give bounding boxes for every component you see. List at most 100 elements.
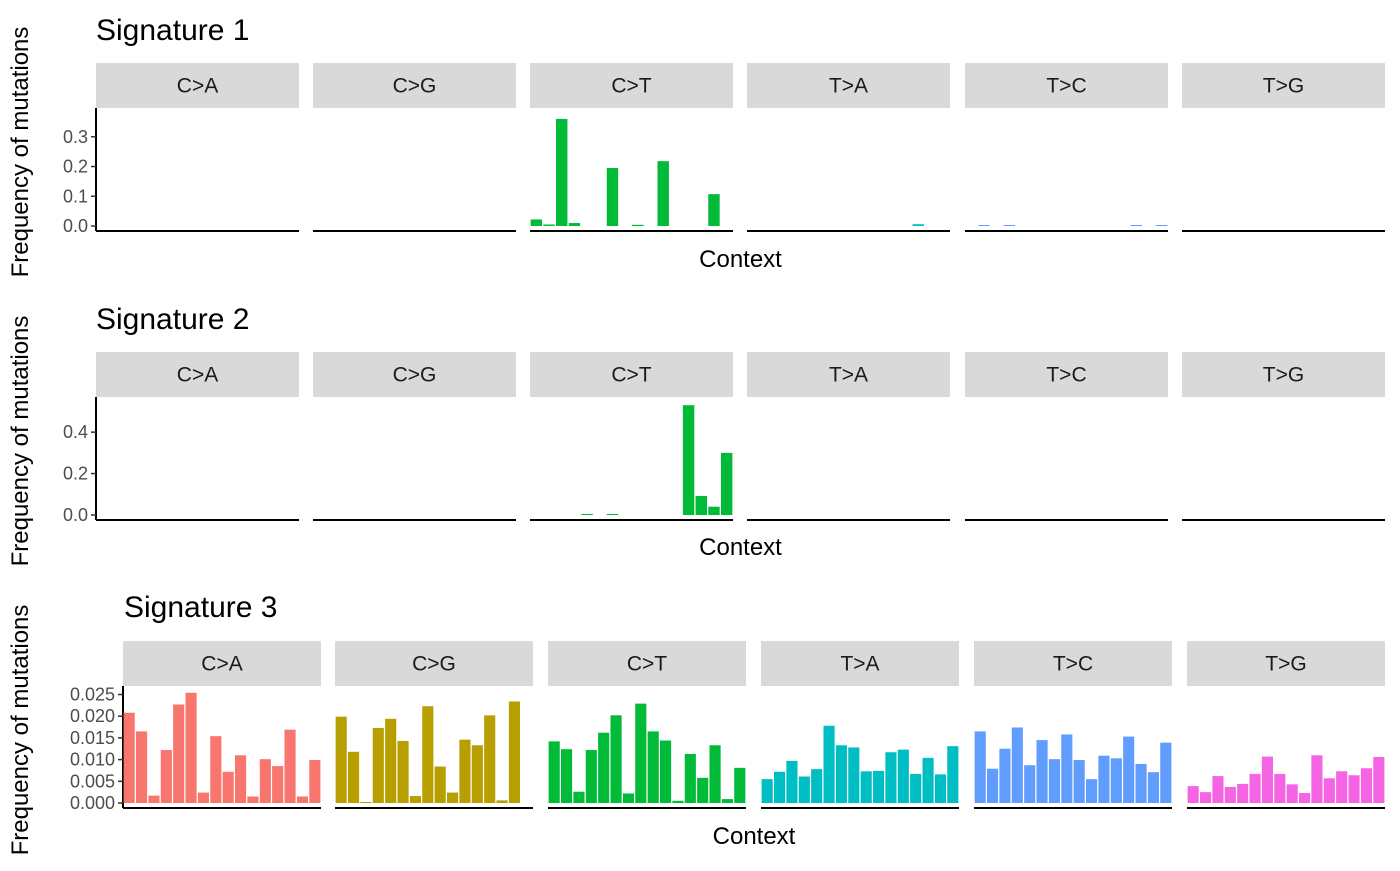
facet-panel-ttog: T>G: [1182, 352, 1385, 521]
facet-panel-ctot: C>T: [530, 352, 733, 521]
x-axis-label: Context: [713, 823, 796, 850]
facet-strip-label: C>A: [177, 75, 218, 98]
bar: [885, 752, 897, 803]
bar: [708, 194, 720, 226]
y-tick-label: 0.005: [70, 771, 115, 791]
bar: [708, 506, 720, 515]
bar: [734, 767, 746, 803]
facet-panel-ttoc: T>C: [965, 63, 1168, 232]
bar: [1360, 768, 1373, 803]
bar: [598, 732, 610, 803]
bar: [1249, 773, 1261, 803]
bar: [585, 750, 597, 803]
facet-strip: [965, 352, 1168, 397]
facet-strip: [96, 352, 299, 397]
signature-title: Signature 2: [96, 303, 249, 336]
bar: [360, 802, 372, 803]
bar: [1130, 225, 1142, 226]
bar: [910, 773, 922, 803]
bar: [1110, 758, 1122, 803]
bar: [647, 731, 659, 803]
facet-panel-ttoc: T>C: [974, 641, 1172, 809]
facet-strip-label: T>A: [829, 75, 868, 98]
bar: [1085, 779, 1098, 803]
bar: [347, 751, 360, 803]
y-axis-label: Frequency of mutations: [7, 605, 34, 856]
y-tick-label: 0.010: [70, 750, 115, 770]
bar: [811, 769, 823, 803]
bar: [234, 755, 247, 803]
facet-strip: [548, 641, 746, 686]
bar: [496, 800, 508, 803]
bar: [657, 161, 669, 226]
facet-panel-ctog: C>G: [313, 352, 516, 521]
bar: [720, 452, 733, 515]
bar: [1024, 765, 1036, 803]
bar: [1011, 727, 1023, 803]
bar: [1311, 755, 1323, 803]
bar: [999, 748, 1011, 803]
bar: [459, 739, 471, 803]
bar: [471, 745, 483, 803]
y-axis-label: Frequency of mutations: [7, 27, 34, 278]
bar: [197, 792, 210, 803]
facet-strip-label: C>T: [627, 653, 667, 676]
bar: [1348, 775, 1360, 803]
facet-strip-label: C>G: [393, 364, 437, 387]
facet-strip: [747, 352, 950, 397]
bar: [974, 731, 986, 803]
bar: [372, 727, 384, 803]
bar: [947, 746, 959, 803]
bar: [1003, 225, 1016, 226]
bar: [173, 704, 185, 803]
bar: [721, 799, 734, 803]
facet-strip-label: T>G: [1263, 364, 1304, 387]
bar: [1135, 763, 1147, 803]
facet-panel-ctoa: C>A: [123, 641, 321, 809]
facet-strip-label: T>G: [1263, 75, 1304, 98]
facet-panel-ttoa: T>A: [747, 63, 950, 232]
x-axis-label: Context: [699, 246, 782, 273]
facet-panel-ttog: T>G: [1182, 63, 1385, 232]
y-tick-label: 0.3: [63, 127, 88, 147]
bar: [1160, 742, 1172, 803]
bar: [309, 760, 321, 803]
bar: [1212, 776, 1224, 803]
facet-strip: [313, 352, 516, 397]
bar: [1199, 792, 1212, 803]
bar: [1323, 778, 1335, 803]
bar: [761, 779, 773, 803]
bar: [835, 745, 848, 803]
bar: [1048, 759, 1061, 803]
facet-strip: [747, 63, 950, 108]
facet-panel-ttoa: T>A: [747, 352, 950, 521]
bar: [672, 800, 684, 803]
bar: [606, 514, 619, 515]
bar: [185, 692, 197, 803]
bar: [543, 224, 555, 226]
bar: [259, 759, 271, 803]
facet-strip-label: T>C: [1046, 75, 1086, 98]
bar: [560, 749, 573, 803]
facet-strip-label: C>T: [611, 75, 651, 98]
bar: [922, 757, 934, 803]
bar: [1098, 755, 1110, 803]
bar: [335, 716, 347, 803]
facet-strip-label: T>G: [1265, 653, 1306, 676]
bar: [385, 718, 397, 803]
bar: [773, 771, 786, 803]
bar: [632, 224, 644, 226]
signature-title: Signature 1: [96, 14, 249, 47]
facet-strip: [335, 641, 533, 686]
facet-strip-label: C>G: [393, 75, 437, 98]
bar: [934, 774, 947, 803]
bar: [422, 706, 434, 803]
facet-strip-label: C>G: [412, 653, 456, 676]
y-tick-label: 0.000: [70, 793, 115, 813]
facet-strip-label: T>A: [829, 364, 868, 387]
bar: [247, 796, 259, 803]
bar: [284, 729, 296, 803]
facet-panel-ctot: C>T: [530, 63, 733, 232]
signature-title: Signature 3: [124, 591, 277, 624]
